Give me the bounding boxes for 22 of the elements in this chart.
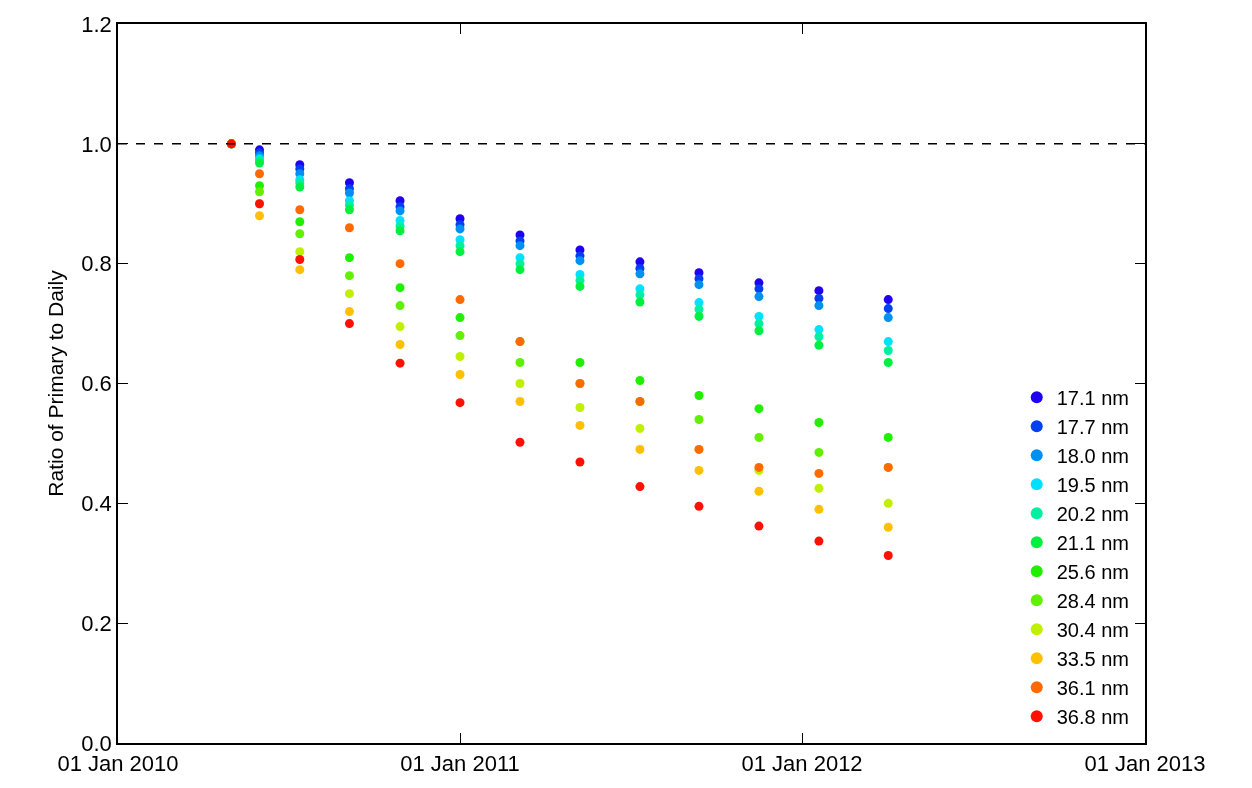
y-tick-label: 1.2 — [81, 11, 112, 37]
legend-label: 28.4 nm — [1056, 590, 1129, 613]
legend-label: 36.1 nm — [1056, 677, 1129, 700]
legend-label: 20.2 nm — [1056, 503, 1129, 526]
y-tick-label: 1.0 — [81, 131, 112, 157]
legend-label: 36.8 nm — [1056, 706, 1129, 729]
y-tick-label: 0.2 — [81, 610, 112, 636]
y-axis-title: Ratio of Primary to Daily — [43, 269, 67, 497]
legend-label: 18.0 nm — [1056, 445, 1129, 468]
y-tick-label: 0.4 — [81, 491, 112, 517]
legend-label: 21.1 nm — [1056, 532, 1129, 555]
x-tick-label: 01 Jan 2013 — [1084, 751, 1206, 777]
legend-label: 33.5 nm — [1056, 648, 1129, 671]
y-tick-label: 0.6 — [81, 371, 112, 397]
y-tick-label: 0.8 — [81, 251, 112, 277]
legend-label: 25.6 nm — [1056, 561, 1129, 584]
legend-label: 17.7 nm — [1056, 416, 1129, 439]
x-tick-label: 01 Jan 2011 — [400, 751, 520, 777]
legend-label: 19.5 nm — [1056, 474, 1129, 497]
legend-label: 30.4 nm — [1056, 619, 1129, 642]
legend-label: 17.1 nm — [1056, 387, 1129, 410]
x-tick-label: 01 Jan 2012 — [741, 751, 863, 777]
